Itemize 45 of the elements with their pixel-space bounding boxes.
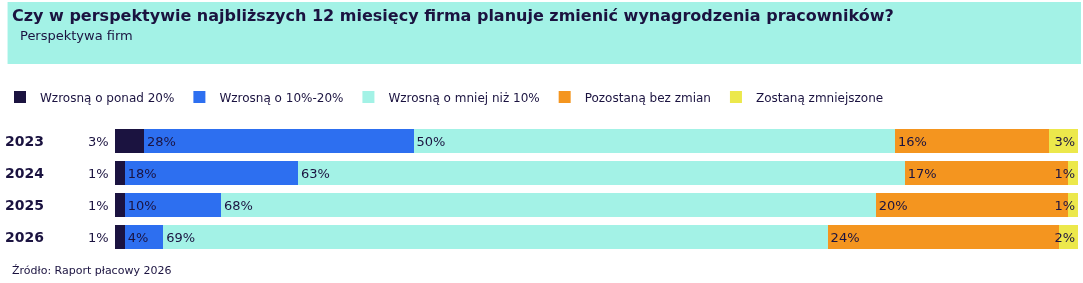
bar — [220, 193, 876, 217]
data-label: 1% — [88, 166, 109, 181]
data-label: 68% — [223, 197, 253, 213]
bar — [124, 193, 221, 217]
legend-label: Wzrosną o ponad 20% — [40, 90, 175, 105]
y-tick-label: 2025 — [5, 196, 44, 213]
bar — [124, 225, 164, 249]
bar — [124, 161, 298, 185]
bar — [115, 129, 144, 153]
legend-label: Wzrosną o mniej niż 10% — [388, 90, 540, 105]
chart-subtitle: Perspektywa firm — [20, 28, 133, 43]
data-label: 69% — [166, 229, 196, 245]
bar — [413, 129, 896, 153]
y-tick-label: 2024 — [5, 164, 45, 181]
legend-label: Wzrosną o 10%-20% — [219, 90, 344, 105]
data-label: 2% — [1054, 229, 1075, 245]
bar — [163, 225, 828, 249]
bar — [895, 129, 1050, 153]
bar — [115, 161, 125, 185]
legend-label: Zostaną zmniejszone — [755, 90, 884, 105]
data-label: 20% — [878, 197, 908, 213]
data-label: 1% — [1054, 165, 1075, 181]
data-label: 28% — [146, 133, 176, 149]
data-label: 63% — [300, 165, 330, 181]
data-label: 24% — [830, 229, 860, 245]
bar — [115, 225, 125, 249]
data-label: 18% — [127, 165, 157, 181]
y-tick-label: 2023 — [5, 132, 44, 149]
data-label: 10% — [127, 197, 157, 213]
bar — [297, 161, 905, 185]
data-label: 1% — [88, 230, 109, 245]
data-label: 3% — [1054, 133, 1075, 149]
data-label: 1% — [88, 198, 109, 213]
y-tick-label: 2026 — [5, 228, 44, 245]
data-label: 1% — [1054, 197, 1075, 213]
data-label: 17% — [907, 165, 937, 181]
bar — [115, 193, 125, 217]
data-label: 50% — [416, 133, 446, 149]
bar — [143, 129, 414, 153]
chart-title: Czy w perspektywie najbliższych 12 miesięcy firma planuje zmienić wynagrodzenia pracowników? — [12, 6, 894, 26]
text: Źródło: Raport płacowy 2026 — [12, 264, 172, 277]
data-label: 3% — [88, 134, 109, 149]
legend-label: Pozostaną bez zmian — [584, 90, 711, 105]
data-label: 16% — [898, 133, 927, 149]
data-label: 4% — [127, 229, 149, 245]
